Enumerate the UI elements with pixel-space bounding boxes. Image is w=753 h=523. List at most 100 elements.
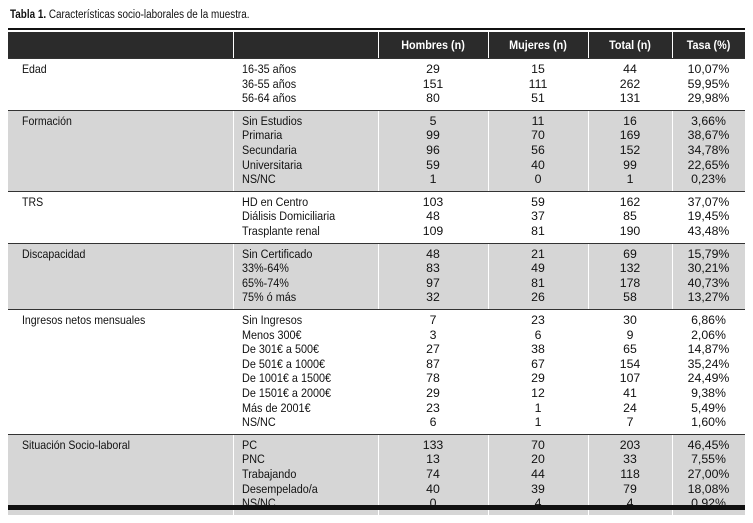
hombres-cell: 74 (426, 466, 440, 481)
mujeres-cell: 38 (531, 342, 545, 357)
mujeres-cell: 20 (531, 452, 545, 467)
table-row: PC 133 70 203 46,45% (8, 438, 745, 453)
group-category: Ingresos netos mensuales (22, 312, 146, 327)
total-cell: 262 (619, 76, 641, 91)
table-row: 36-55 años 151 111 262 59,95% (8, 77, 745, 92)
column-divider (233, 59, 234, 110)
hombres-cell: 109 (422, 223, 444, 238)
tasa-cell: 15,79% (687, 246, 730, 261)
table-row: Sin Certificado 48 21 69 15,79% (8, 247, 745, 262)
hombres-cell: 151 (422, 76, 444, 91)
mujeres-cell: 67 (531, 356, 545, 371)
table-header-row: Hombres (n) Mujeres (n) Total (n) Tasa (… (8, 32, 745, 58)
total-cell: 178 (619, 275, 641, 290)
column-divider (378, 59, 379, 110)
caption-label: Tabla 1. (10, 9, 47, 21)
table-row: Sin Estudios 5 11 16 3,66% (8, 114, 745, 129)
table-row: De 1501€ a 2000€ 29 12 41 9,38% (8, 386, 745, 401)
row-label: De 1501€ a 2000€ (242, 385, 332, 400)
column-divider (672, 434, 673, 515)
column-divider (488, 243, 489, 309)
column-divider (378, 309, 379, 434)
row-label: Secundaria (242, 142, 297, 157)
table-group: Formación Sin Estudios 5 11 16 3,66% Primaria 9… (8, 109, 745, 191)
tasa-cell: 34,78% (687, 142, 730, 157)
table-row: Secundaria 96 56 152 34,78% (8, 143, 745, 158)
column-divider (488, 309, 489, 434)
header-divider (672, 32, 673, 58)
mujeres-cell: 49 (531, 261, 545, 276)
hombres-cell: 32 (426, 290, 440, 305)
table-row: De 501€ a 1000€ 87 67 154 35,24% (8, 357, 745, 372)
tasa-cell: 10,07% (687, 62, 730, 76)
header-hombres: Hombres (n) (401, 38, 465, 52)
tasa-cell: 1,60% (691, 415, 726, 430)
hombres-cell: 103 (422, 194, 444, 209)
hombres-cell: 78 (426, 371, 440, 386)
mujeres-cell: 4 (534, 496, 542, 511)
table-group: TRS HD en Centro 103 59 162 37,07% Diálisis Do… (8, 190, 745, 243)
row-label: 16-35 años (242, 62, 297, 76)
header-total: Total (n) (609, 38, 651, 52)
hombres-cell: 133 (422, 437, 444, 452)
tasa-cell: 24,49% (687, 371, 730, 386)
group-category: Situación Socio-laboral (22, 437, 131, 452)
hombres-cell: 96 (426, 142, 440, 157)
column-divider (672, 191, 673, 243)
row-label: HD en Centro (242, 194, 309, 209)
hombres-cell: 7 (429, 312, 437, 327)
tasa-cell: 27,00% (687, 466, 730, 481)
mujeres-cell: 51 (531, 91, 545, 106)
total-cell: 107 (619, 371, 641, 386)
table-row: 16-35 años 29 15 44 10,07% (8, 62, 745, 77)
mujeres-cell: 40 (531, 157, 545, 172)
table-row: 65%-74% 97 81 178 40,73% (8, 276, 745, 291)
row-label: PNC (242, 452, 265, 467)
total-cell: 162 (619, 194, 641, 209)
row-label: Sin Estudios (242, 113, 303, 128)
row-label: Más de 2001€ (242, 400, 311, 415)
row-label: NS/NC (242, 415, 276, 430)
mujeres-cell: 81 (531, 275, 545, 290)
tasa-cell: 59,95% (687, 76, 730, 91)
row-label: 65%-74% (242, 275, 289, 290)
caption-text: Características socio-laborales de la mu… (48, 9, 250, 21)
total-cell: 33 (623, 452, 637, 467)
row-label: 75% ó más (242, 290, 297, 305)
mujeres-cell: 6 (534, 327, 542, 342)
row-label: Desempelado/a (242, 481, 318, 496)
hombres-cell: 29 (426, 62, 440, 76)
hombres-cell: 48 (426, 209, 440, 224)
column-divider (588, 243, 589, 309)
tasa-cell: 30,21% (687, 261, 730, 276)
data-table: Hombres (n) Mujeres (n) Total (n) Tasa (… (8, 32, 745, 515)
mujeres-cell: 12 (531, 385, 545, 400)
tasa-cell: 7,55% (691, 452, 726, 467)
column-divider (672, 243, 673, 309)
column-divider (672, 59, 673, 110)
total-cell: 79 (623, 481, 637, 496)
table-row: 33%-64% 83 49 132 30,21% (8, 261, 745, 276)
total-cell: 85 (623, 209, 637, 224)
total-cell: 131 (619, 91, 641, 106)
column-divider (488, 434, 489, 515)
total-cell: 7 (626, 415, 634, 430)
hombres-cell: 3 (429, 327, 437, 342)
mujeres-cell: 44 (531, 466, 545, 481)
table-row: Diálisis Domiciliaria 48 37 85 19,45% (8, 209, 745, 224)
group-category: Formación (22, 113, 72, 128)
total-cell: 30 (623, 312, 637, 327)
column-divider (488, 110, 489, 191)
row-label: De 1001€ a 1500€ (242, 371, 332, 386)
header-mujeres: Mujeres (n) (509, 38, 567, 52)
column-divider (378, 434, 379, 515)
hombres-cell: 48 (426, 246, 440, 261)
mujeres-cell: 81 (531, 223, 545, 238)
table-row: De 1001€ a 1500€ 78 29 107 24,49% (8, 371, 745, 386)
row-label: Diálisis Domiciliaria (242, 209, 336, 224)
column-divider (233, 243, 234, 309)
mujeres-cell: 15 (531, 62, 545, 76)
row-label: Menos 300€ (242, 327, 302, 342)
column-divider (378, 191, 379, 243)
mujeres-cell: 39 (531, 481, 545, 496)
